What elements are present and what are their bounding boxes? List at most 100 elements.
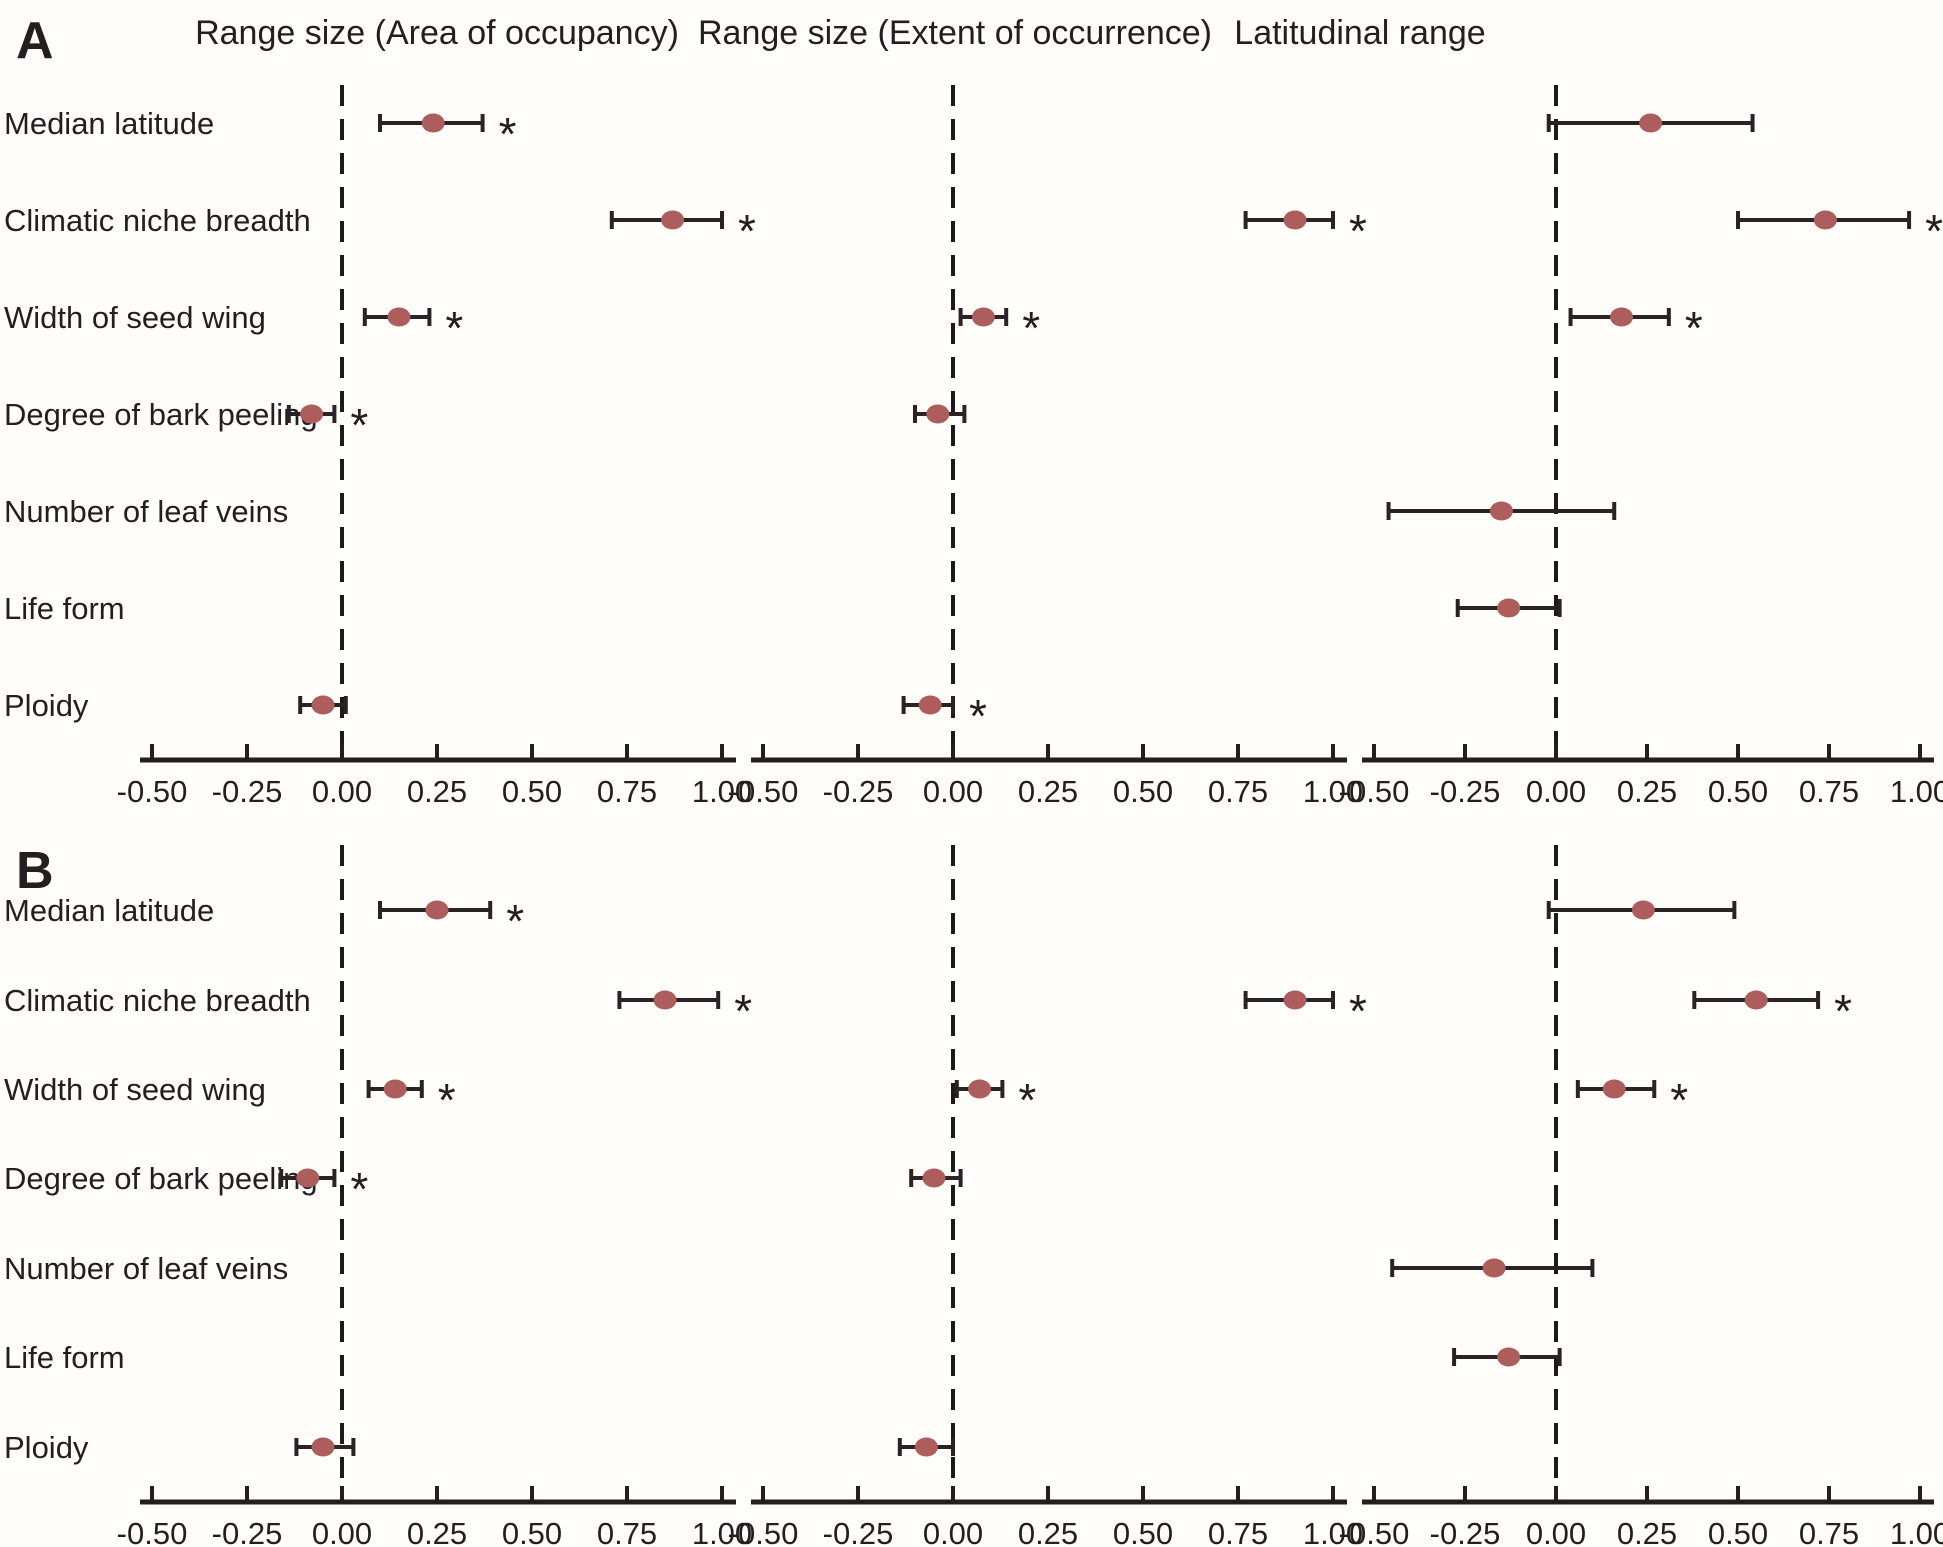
row-label-B-3: Degree of bark peeling: [4, 1161, 318, 1196]
row-label-B-0: Median latitude: [4, 893, 214, 928]
row-label-A-5: Life form: [4, 591, 125, 626]
x-tick-label-B-col2-5: 0.75: [1799, 1516, 1859, 1547]
x-tick-label-B-col2-3: 0.25: [1617, 1516, 1677, 1547]
point-B-col2-median-latitude-estimate-dot: [1631, 900, 1655, 920]
point-A-col2-life-form-estimate-dot: [1497, 598, 1521, 618]
point-A-col1-degree-of-bark-peeling-estimate-dot: [926, 404, 950, 424]
point-A-col1-climatic-niche-breadth-significance-asterisk: *: [1349, 205, 1367, 257]
point-B-col0-degree-of-bark-peeling-estimate-dot: [296, 1168, 320, 1188]
x-tick-label-B-col2-4: 0.50: [1708, 1516, 1768, 1547]
point-A-col0-climatic-niche-breadth-estimate-dot: [661, 210, 685, 230]
row-label-B-5: Life form: [4, 1340, 125, 1375]
x-tick-label-B-col0-0: -0.50: [117, 1516, 188, 1547]
row-label-A-1: Climatic niche breadth: [4, 203, 311, 238]
x-tick-label-B-col0-6: 1.00: [692, 1516, 752, 1547]
point-B-col1-width-of-seed-wing-estimate-dot: [968, 1079, 992, 1099]
point-B-col0-degree-of-bark-peeling-significance-asterisk: *: [350, 1163, 368, 1215]
x-tick-label-A-col0-5: 0.75: [597, 774, 657, 809]
x-tick-label-A-col1-3: 0.25: [1018, 774, 1078, 809]
point-B-col2-life-form-estimate-dot: [1497, 1347, 1521, 1367]
point-B-col1-climatic-niche-breadth-estimate-dot: [1283, 990, 1307, 1010]
x-tick-label-B-col1-6: 1.00: [1303, 1516, 1363, 1547]
x-tick-label-B-col1-5: 0.75: [1208, 1516, 1268, 1547]
x-tick-label-A-col0-3: 0.25: [407, 774, 467, 809]
x-tick-label-B-col0-1: -0.25: [212, 1516, 283, 1547]
x-tick-label-A-col1-6: 1.00: [1303, 774, 1363, 809]
x-tick-label-A-col0-0: -0.50: [117, 774, 188, 809]
point-B-col0-climatic-niche-breadth-significance-asterisk: *: [734, 985, 752, 1037]
point-B-col0-median-latitude-significance-asterisk: *: [506, 895, 524, 947]
point-A-col1-width-of-seed-wing-estimate-dot: [971, 307, 995, 327]
x-tick-label-B-col2-0: -0.50: [1339, 1516, 1410, 1547]
point-A-col1-width-of-seed-wing-significance-asterisk: *: [1022, 302, 1040, 354]
x-tick-label-A-col2-1: -0.25: [1430, 774, 1501, 809]
x-tick-label-A-col2-6: 1.00: [1890, 774, 1943, 809]
x-tick-label-A-col0-6: 1.00: [692, 774, 752, 809]
point-B-col1-ploidy-estimate-dot: [914, 1437, 938, 1457]
point-A-col2-median-latitude-estimate-dot: [1639, 113, 1663, 133]
row-label-A-2: Width of seed wing: [4, 300, 266, 335]
x-tick-label-B-col1-0: -0.50: [728, 1516, 799, 1547]
x-tick-label-B-col0-4: 0.50: [502, 1516, 562, 1547]
point-A-col2-climatic-niche-breadth-estimate-dot: [1813, 210, 1837, 230]
point-B-col2-climatic-niche-breadth-estimate-dot: [1744, 990, 1768, 1010]
x-tick-label-B-col2-2: 0.00: [1526, 1516, 1586, 1547]
point-A-col0-width-of-seed-wing-estimate-dot: [387, 307, 411, 327]
column-header-1: Range size (Extent of occurrence): [698, 14, 1212, 52]
point-A-col1-ploidy-estimate-dot: [918, 695, 942, 715]
panel-label-A: A: [16, 12, 54, 70]
x-tick-label-B-col0-5: 0.75: [597, 1516, 657, 1547]
row-label-B-4: Number of leaf veins: [4, 1251, 288, 1286]
row-label-B-1: Climatic niche breadth: [4, 983, 311, 1018]
x-tick-label-B-col1-4: 0.50: [1113, 1516, 1173, 1547]
point-B-col2-number-of-leaf-veins-estimate-dot: [1482, 1258, 1506, 1278]
point-A-col0-degree-of-bark-peeling-significance-asterisk: *: [350, 399, 368, 451]
column-header-0: Range size (Area of occupancy): [195, 14, 679, 52]
point-B-col2-width-of-seed-wing-estimate-dot: [1602, 1079, 1626, 1099]
x-tick-label-A-col1-0: -0.50: [728, 774, 799, 809]
x-tick-label-A-col0-1: -0.25: [212, 774, 283, 809]
point-A-col0-median-latitude-significance-asterisk: *: [499, 108, 517, 160]
point-A-col0-climatic-niche-breadth-significance-asterisk: *: [738, 205, 756, 257]
row-label-A-6: Ploidy: [4, 688, 89, 723]
row-label-A-4: Number of leaf veins: [4, 494, 288, 529]
point-B-col0-width-of-seed-wing-significance-asterisk: *: [438, 1074, 456, 1126]
point-A-col0-width-of-seed-wing-significance-asterisk: *: [445, 302, 463, 354]
point-A-col2-width-of-seed-wing-significance-asterisk: *: [1685, 302, 1703, 354]
x-tick-label-A-col2-2: 0.00: [1526, 774, 1586, 809]
point-B-col2-width-of-seed-wing-significance-asterisk: *: [1670, 1074, 1688, 1126]
x-tick-label-B-col1-3: 0.25: [1018, 1516, 1078, 1547]
x-tick-label-A-col1-2: 0.00: [923, 774, 983, 809]
row-label-A-0: Median latitude: [4, 106, 214, 141]
x-tick-label-A-col1-5: 0.75: [1208, 774, 1268, 809]
x-tick-label-A-col2-3: 0.25: [1617, 774, 1677, 809]
x-tick-label-A-col0-2: 0.00: [312, 774, 372, 809]
x-tick-label-B-col0-3: 0.25: [407, 1516, 467, 1547]
point-B-col0-ploidy-estimate-dot: [311, 1437, 335, 1457]
point-A-col1-ploidy-significance-asterisk: *: [969, 690, 987, 742]
point-A-col0-degree-of-bark-peeling-estimate-dot: [300, 404, 324, 424]
x-tick-label-A-col2-5: 0.75: [1799, 774, 1859, 809]
x-tick-label-A-col1-4: 0.50: [1113, 774, 1173, 809]
x-tick-label-A-col2-4: 0.50: [1708, 774, 1768, 809]
point-B-col1-climatic-niche-breadth-significance-asterisk: *: [1349, 985, 1367, 1037]
point-B-col0-climatic-niche-breadth-estimate-dot: [653, 990, 677, 1010]
point-B-col0-median-latitude-estimate-dot: [425, 900, 449, 920]
point-A-col2-climatic-niche-breadth-significance-asterisk: *: [1925, 205, 1943, 257]
column-header-2: Latitudinal range: [1234, 14, 1485, 52]
point-A-col1-climatic-niche-breadth-estimate-dot: [1283, 210, 1307, 230]
row-label-B-2: Width of seed wing: [4, 1072, 266, 1107]
x-tick-label-A-col1-1: -0.25: [823, 774, 894, 809]
point-A-col0-median-latitude-estimate-dot: [421, 113, 445, 133]
x-tick-label-B-col1-1: -0.25: [823, 1516, 894, 1547]
x-tick-label-B-col1-2: 0.00: [923, 1516, 983, 1547]
point-B-col2-climatic-niche-breadth-significance-asterisk: *: [1834, 985, 1852, 1037]
point-A-col2-width-of-seed-wing-estimate-dot: [1610, 307, 1634, 327]
point-B-col1-degree-of-bark-peeling-estimate-dot: [922, 1168, 946, 1188]
point-B-col0-width-of-seed-wing-estimate-dot: [383, 1079, 407, 1099]
x-tick-label-A-col2-0: -0.50: [1339, 774, 1410, 809]
x-tick-label-A-col0-4: 0.50: [502, 774, 562, 809]
